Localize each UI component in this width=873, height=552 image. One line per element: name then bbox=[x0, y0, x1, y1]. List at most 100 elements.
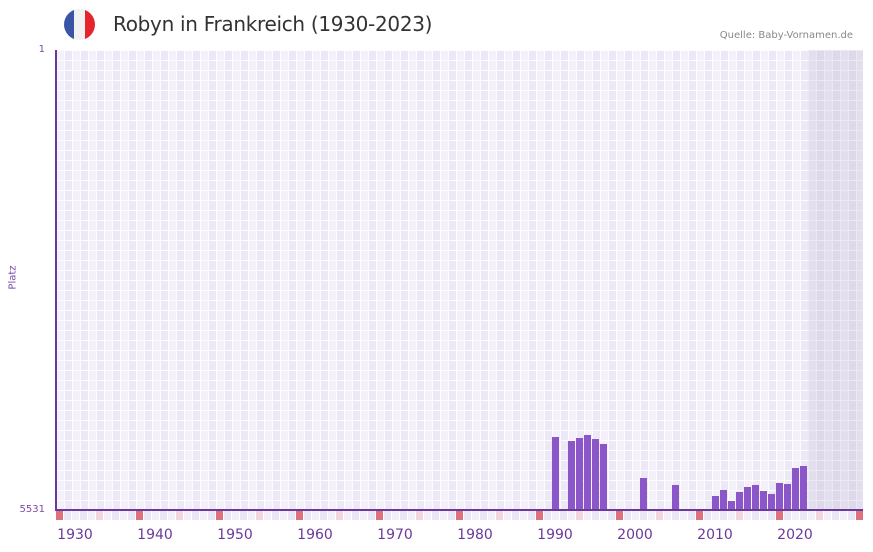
bar-2021[interactable] bbox=[800, 465, 807, 510]
year-cell bbox=[64, 511, 71, 520]
year-cell bbox=[224, 511, 231, 520]
x-tick-1960: 1960 bbox=[297, 527, 333, 543]
year-cell bbox=[800, 511, 807, 520]
year-cell bbox=[104, 511, 111, 520]
bar-2013[interactable] bbox=[736, 491, 743, 510]
year-cell bbox=[512, 511, 519, 520]
bar-2019[interactable] bbox=[784, 483, 791, 510]
year-cell bbox=[384, 511, 391, 520]
decade-marker bbox=[376, 511, 383, 520]
year-cell bbox=[520, 511, 527, 520]
y-axis-label: Platz bbox=[7, 265, 19, 290]
year-cell bbox=[832, 511, 839, 520]
bar-1995[interactable] bbox=[592, 438, 599, 510]
year-cell bbox=[632, 511, 639, 520]
year-cell bbox=[184, 511, 191, 520]
future-shaded-region bbox=[808, 50, 863, 510]
year-cell bbox=[704, 511, 711, 520]
year-cell bbox=[192, 511, 199, 520]
year-cell bbox=[808, 511, 815, 520]
half-decade-marker bbox=[656, 511, 663, 520]
year-cell bbox=[208, 511, 215, 520]
year-cell bbox=[408, 511, 415, 520]
half-decade-marker bbox=[816, 511, 823, 520]
bar-1994[interactable] bbox=[584, 434, 591, 510]
year-cell bbox=[264, 511, 271, 520]
year-cell bbox=[272, 511, 279, 520]
bar-2018[interactable] bbox=[776, 482, 783, 510]
chart-title: Robyn in Frankreich (1930-2023) bbox=[113, 12, 433, 36]
year-cell bbox=[848, 511, 855, 520]
year-cell bbox=[128, 511, 135, 520]
year-cell bbox=[584, 511, 591, 520]
flag-blue-stripe bbox=[64, 9, 75, 40]
bar-1996[interactable] bbox=[600, 443, 607, 510]
year-cell bbox=[440, 511, 447, 520]
year-cell bbox=[544, 511, 551, 520]
half-decade-marker bbox=[736, 511, 743, 520]
year-cell bbox=[200, 511, 207, 520]
year-cell bbox=[168, 511, 175, 520]
bar-2001[interactable] bbox=[640, 477, 647, 510]
bar-2010[interactable] bbox=[712, 495, 719, 510]
year-cell bbox=[744, 511, 751, 520]
bar-2005[interactable] bbox=[672, 484, 679, 510]
year-cell bbox=[560, 511, 567, 520]
decade-marker bbox=[696, 511, 703, 520]
year-cell bbox=[160, 511, 167, 520]
year-cell bbox=[752, 511, 759, 520]
year-cell bbox=[712, 511, 719, 520]
year-cell bbox=[304, 511, 311, 520]
half-decade-marker bbox=[176, 511, 183, 520]
year-cell bbox=[488, 511, 495, 520]
bar-2016[interactable] bbox=[760, 490, 767, 510]
year-cell bbox=[824, 511, 831, 520]
year-cell bbox=[312, 511, 319, 520]
decade-marker bbox=[616, 511, 623, 520]
bar-2017[interactable] bbox=[768, 493, 775, 510]
bar-2020[interactable] bbox=[792, 467, 799, 510]
decade-marker bbox=[216, 511, 223, 520]
decade-marker bbox=[856, 511, 863, 520]
bar-2011[interactable] bbox=[720, 489, 727, 510]
year-cell bbox=[288, 511, 295, 520]
year-cell bbox=[840, 511, 847, 520]
y-tick-bottom: 5531 bbox=[19, 504, 45, 515]
year-cell bbox=[144, 511, 151, 520]
bar-1993[interactable] bbox=[576, 437, 583, 510]
x-tick-2000: 2000 bbox=[617, 527, 653, 543]
bar-1992[interactable] bbox=[568, 440, 575, 510]
year-cell bbox=[624, 511, 631, 520]
flag-white-stripe bbox=[74, 9, 85, 40]
year-cell bbox=[240, 511, 247, 520]
year-cell bbox=[688, 511, 695, 520]
bar-2012[interactable] bbox=[728, 501, 735, 510]
year-cell bbox=[600, 511, 607, 520]
decade-marker bbox=[456, 511, 463, 520]
year-cell bbox=[792, 511, 799, 520]
decade-marker bbox=[56, 511, 63, 520]
year-cell bbox=[680, 511, 687, 520]
year-cell bbox=[344, 511, 351, 520]
bar-1990[interactable] bbox=[552, 436, 559, 510]
year-cell bbox=[784, 511, 791, 520]
x-tick-2010: 2010 bbox=[697, 527, 733, 543]
y-axis bbox=[55, 50, 57, 511]
bar-2015[interactable] bbox=[752, 484, 759, 510]
year-cell bbox=[424, 511, 431, 520]
year-cell bbox=[88, 511, 95, 520]
year-cell bbox=[120, 511, 127, 520]
half-decade-marker bbox=[96, 511, 103, 520]
year-cell bbox=[480, 511, 487, 520]
x-tick-1970: 1970 bbox=[377, 527, 413, 543]
half-decade-marker bbox=[256, 511, 263, 520]
year-cell bbox=[504, 511, 511, 520]
year-cell bbox=[432, 511, 439, 520]
year-cell bbox=[768, 511, 775, 520]
x-tick-1980: 1980 bbox=[457, 527, 493, 543]
bar-2014[interactable] bbox=[744, 486, 751, 510]
half-decade-marker bbox=[496, 511, 503, 520]
source-link[interactable]: Quelle: Baby-Vornamen.de bbox=[719, 30, 853, 41]
x-tick-1950: 1950 bbox=[217, 527, 253, 543]
year-cell bbox=[648, 511, 655, 520]
